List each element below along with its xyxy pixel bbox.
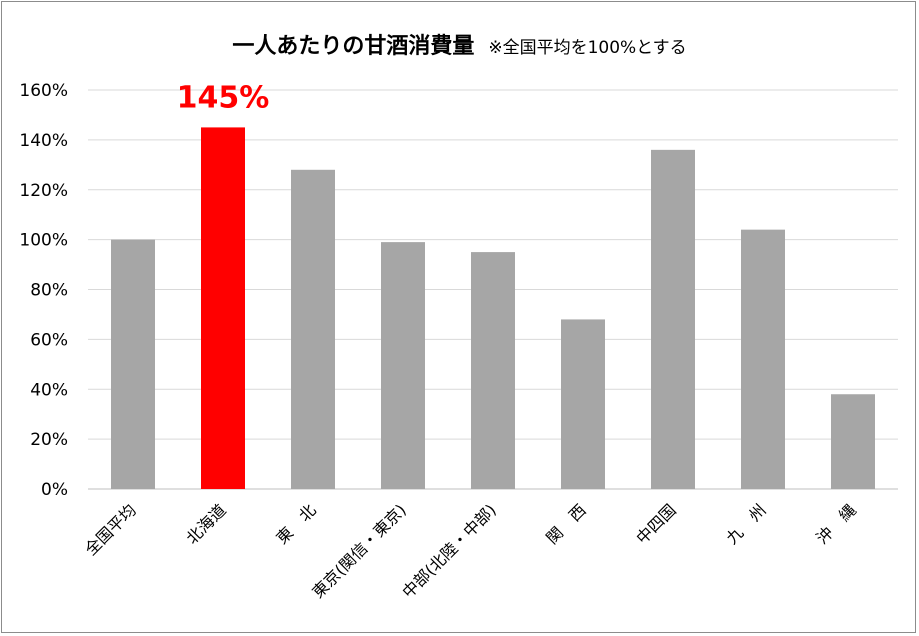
- y-tick-label: 100%: [19, 231, 68, 251]
- x-category-label: 関 西: [542, 500, 589, 547]
- x-category-label: 中四国: [632, 500, 679, 547]
- x-category-label: 沖 縄: [812, 500, 859, 547]
- y-tick-label: 60%: [30, 330, 68, 350]
- bar: [471, 252, 515, 489]
- x-category-label: 北海道: [182, 500, 229, 547]
- x-category-label: 東京(関信・東京): [308, 500, 409, 601]
- y-tick-label: 40%: [30, 380, 68, 400]
- y-tick-label: 0%: [41, 480, 68, 500]
- x-category-label: 全国平均: [81, 500, 140, 559]
- x-category-label: 東 北: [272, 500, 319, 547]
- chart-subtitle: ※全国平均を100%とする: [488, 38, 687, 58]
- bar: [291, 169, 335, 490]
- y-tick-label: 140%: [19, 131, 68, 151]
- y-tick-label: 80%: [30, 281, 68, 301]
- y-tick-label: 160%: [19, 81, 68, 101]
- highlight-value-label: 145%: [177, 80, 270, 115]
- chart-title: 一人あたりの甘酒消費量: [232, 34, 475, 59]
- bar: [831, 394, 875, 489]
- bar: [651, 149, 695, 489]
- bar: [381, 242, 425, 489]
- chart-header: 一人あたりの甘酒消費量 ※全国平均を100%とする: [0, 28, 919, 60]
- x-category-label: 九 州: [722, 500, 769, 547]
- bar: [111, 239, 155, 489]
- bar: [561, 319, 605, 489]
- x-category-label: 中部(北陸・中部): [398, 500, 499, 601]
- bar: [741, 229, 785, 489]
- y-tick-label: 20%: [30, 430, 68, 450]
- bar: [201, 127, 245, 489]
- y-tick-label: 120%: [19, 181, 68, 201]
